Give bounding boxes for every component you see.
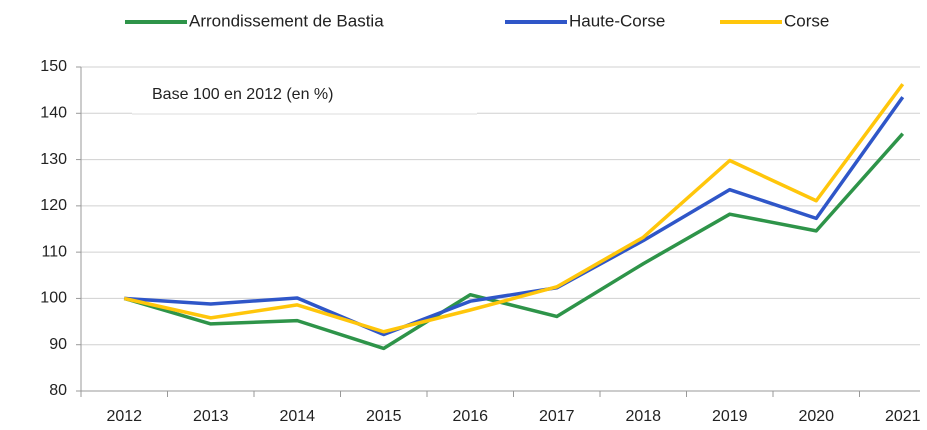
y-tick-label: 130: [40, 151, 67, 168]
y-tick-label: 110: [41, 243, 67, 260]
series-line: [123, 83, 905, 334]
x-tick-label: 2018: [625, 408, 661, 425]
x-tick-label: 2014: [279, 408, 315, 425]
y-tick-label: 100: [40, 290, 67, 307]
x-tick-label: 2013: [193, 408, 229, 425]
series-line: [124, 96, 905, 337]
y-tick-label: 150: [40, 58, 67, 75]
x-tick-label: 2017: [539, 408, 575, 425]
x-tick-label: 2015: [366, 408, 402, 425]
series-line: [123, 132, 905, 351]
x-tick-label: 2020: [798, 408, 834, 425]
y-tick-label: 80: [49, 382, 67, 399]
legend-label: Corse: [784, 11, 829, 30]
y-tick-label: 120: [40, 197, 67, 214]
legend-label: Haute-Corse: [569, 11, 665, 30]
y-tick-label: 140: [40, 105, 67, 122]
x-tick-label: 2016: [452, 408, 488, 425]
x-tick-label: 2021: [885, 408, 921, 425]
x-tick-label: 2019: [712, 408, 748, 425]
legend-label: Arrondissement de Bastia: [189, 11, 384, 30]
annotation-box: [132, 72, 477, 114]
x-tick-label: 2012: [106, 408, 142, 425]
annotation: Base 100 en 2012 (en %): [152, 86, 333, 103]
y-tick-label: 90: [49, 336, 67, 353]
